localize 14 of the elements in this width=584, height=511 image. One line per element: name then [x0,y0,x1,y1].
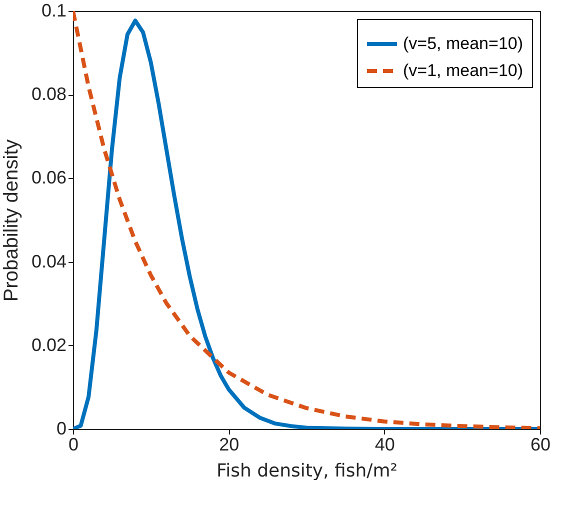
legend-label: (v=1, mean=10) [403,61,524,80]
x-tick-label: 20 [219,434,240,454]
x-tick-label: 60 [530,434,551,454]
y-tick-label: 0.02 [31,334,66,355]
x-tick-label: 40 [374,434,395,454]
x-axis-title: Fish density, fish/m² [216,460,398,482]
legend-label: (v=5, mean=10) [403,34,524,53]
x-tick-label: 0 [68,434,79,454]
y-tick-label: 0.08 [31,84,66,104]
y-tick-label: 0.1 [41,0,66,20]
y-tick-label: 0 [56,418,66,438]
y-tick-label: 0.04 [31,251,66,272]
y-tick-label: 0.06 [31,168,66,188]
y-axis-title: Probability density [0,139,22,302]
